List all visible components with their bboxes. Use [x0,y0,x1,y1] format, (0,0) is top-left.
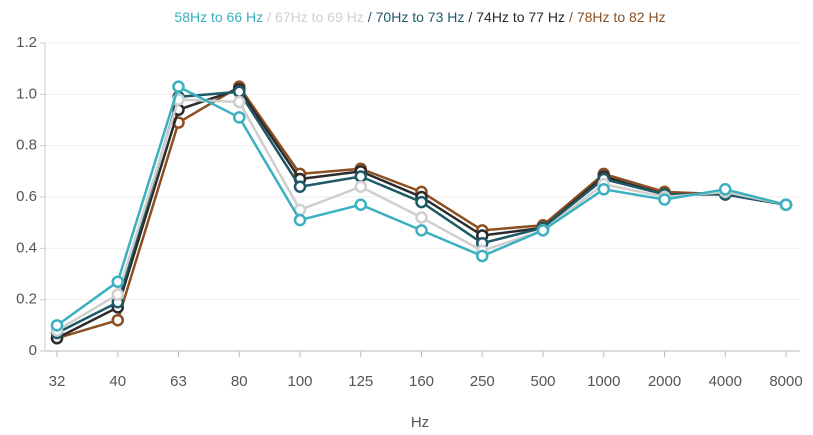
legend-entry: 74Hz to 77 Hz [476,9,565,25]
data-point [293,213,307,227]
data-point [354,198,367,211]
data-point [293,180,307,193]
x-tick-label: 1000 [587,373,620,390]
data-point [50,319,64,332]
x-tick-label: 160 [409,373,434,390]
y-tick-label: 1.0 [16,85,37,102]
data-point [233,85,246,99]
y-tick-label: 0.8 [16,137,37,154]
x-tick-label: 40 [109,373,126,390]
data-point [233,111,246,124]
legend-separator: / [569,9,573,25]
data-point [597,183,610,196]
data-point [415,211,428,224]
x-tick-label: 250 [470,373,495,390]
legend-entry: 67Hz to 69 Hz [275,9,364,25]
data-point [111,275,124,288]
data-point [233,95,246,109]
y-tick-label: 0.2 [16,291,37,308]
legend-separator: / [468,9,472,25]
data-point [536,224,550,237]
y-tick-label: 0 [29,342,37,359]
x-tick-label: 32 [49,373,66,390]
x-tick-label: 80 [231,373,248,390]
x-tick-label: 63 [170,373,187,390]
x-tick-label: 2000 [648,373,681,390]
data-point [658,193,671,206]
legend-separator: / [267,9,271,25]
legend: 58Hz to 66 Hz/67Hz to 69 Hz/70Hz to 73 H… [174,9,665,25]
data-point [111,288,124,301]
legend-entry: 58Hz to 66 Hz [174,9,263,25]
y-tick-label: 0.6 [16,188,37,205]
data-point [354,170,367,183]
data-point [415,224,428,237]
data-point [111,313,124,327]
legend-separator: / [368,9,372,25]
data-point [415,195,428,209]
x-tick-label: 4000 [709,373,742,390]
data-point [172,80,185,93]
data-point [719,183,732,196]
x-tick-label: 125 [348,373,373,390]
data-point [779,198,793,211]
data-point [354,180,367,193]
y-tick-label: 0.4 [16,239,37,256]
x-tick-label: 8000 [769,373,802,390]
x-axis-label: Hz [411,414,429,431]
x-tick-label: 500 [530,373,555,390]
legend-entry: 78Hz to 82 Hz [577,9,666,25]
legend-entry: 70Hz to 73 Hz [376,9,465,25]
y-tick-label: 1.2 [16,34,37,51]
data-point [476,249,489,263]
x-tick-label: 100 [287,373,312,390]
